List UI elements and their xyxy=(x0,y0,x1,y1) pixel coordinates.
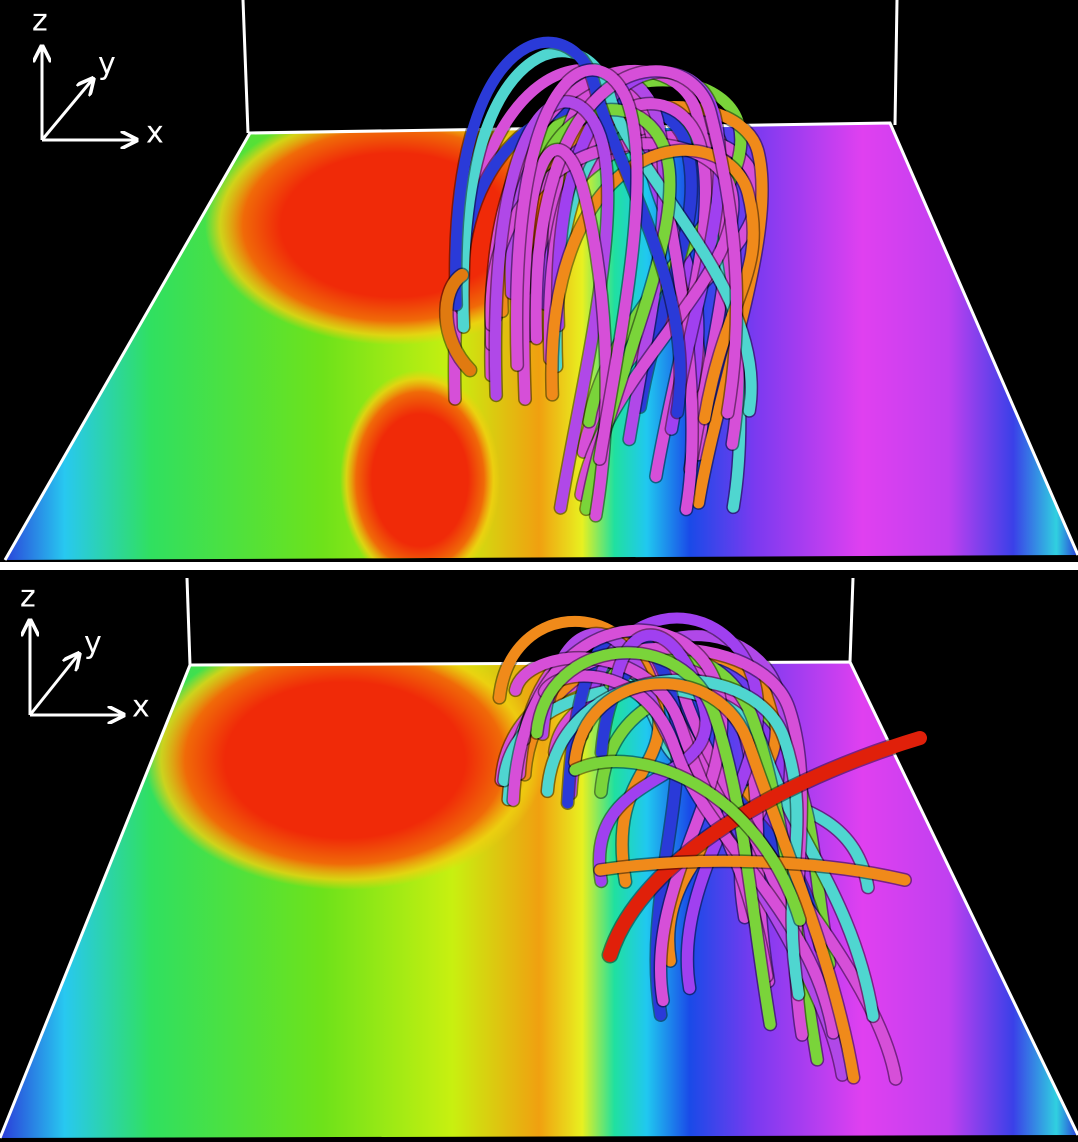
axis-label-y: y xyxy=(84,626,102,661)
page: z y x z y x (() => { const data = JSON.p… xyxy=(0,0,1078,1142)
panel: z y x xyxy=(0,570,1078,1142)
box-edge xyxy=(895,0,897,125)
panel: z y x xyxy=(0,0,1078,590)
axis-label-x: x xyxy=(132,690,150,725)
figure: z y x z y x xyxy=(0,0,1078,1142)
axis-label-x: x xyxy=(146,116,164,151)
axis-label-z: z xyxy=(32,4,48,39)
axis-label-y: y xyxy=(98,47,116,82)
axis-label-z: z xyxy=(20,580,36,615)
